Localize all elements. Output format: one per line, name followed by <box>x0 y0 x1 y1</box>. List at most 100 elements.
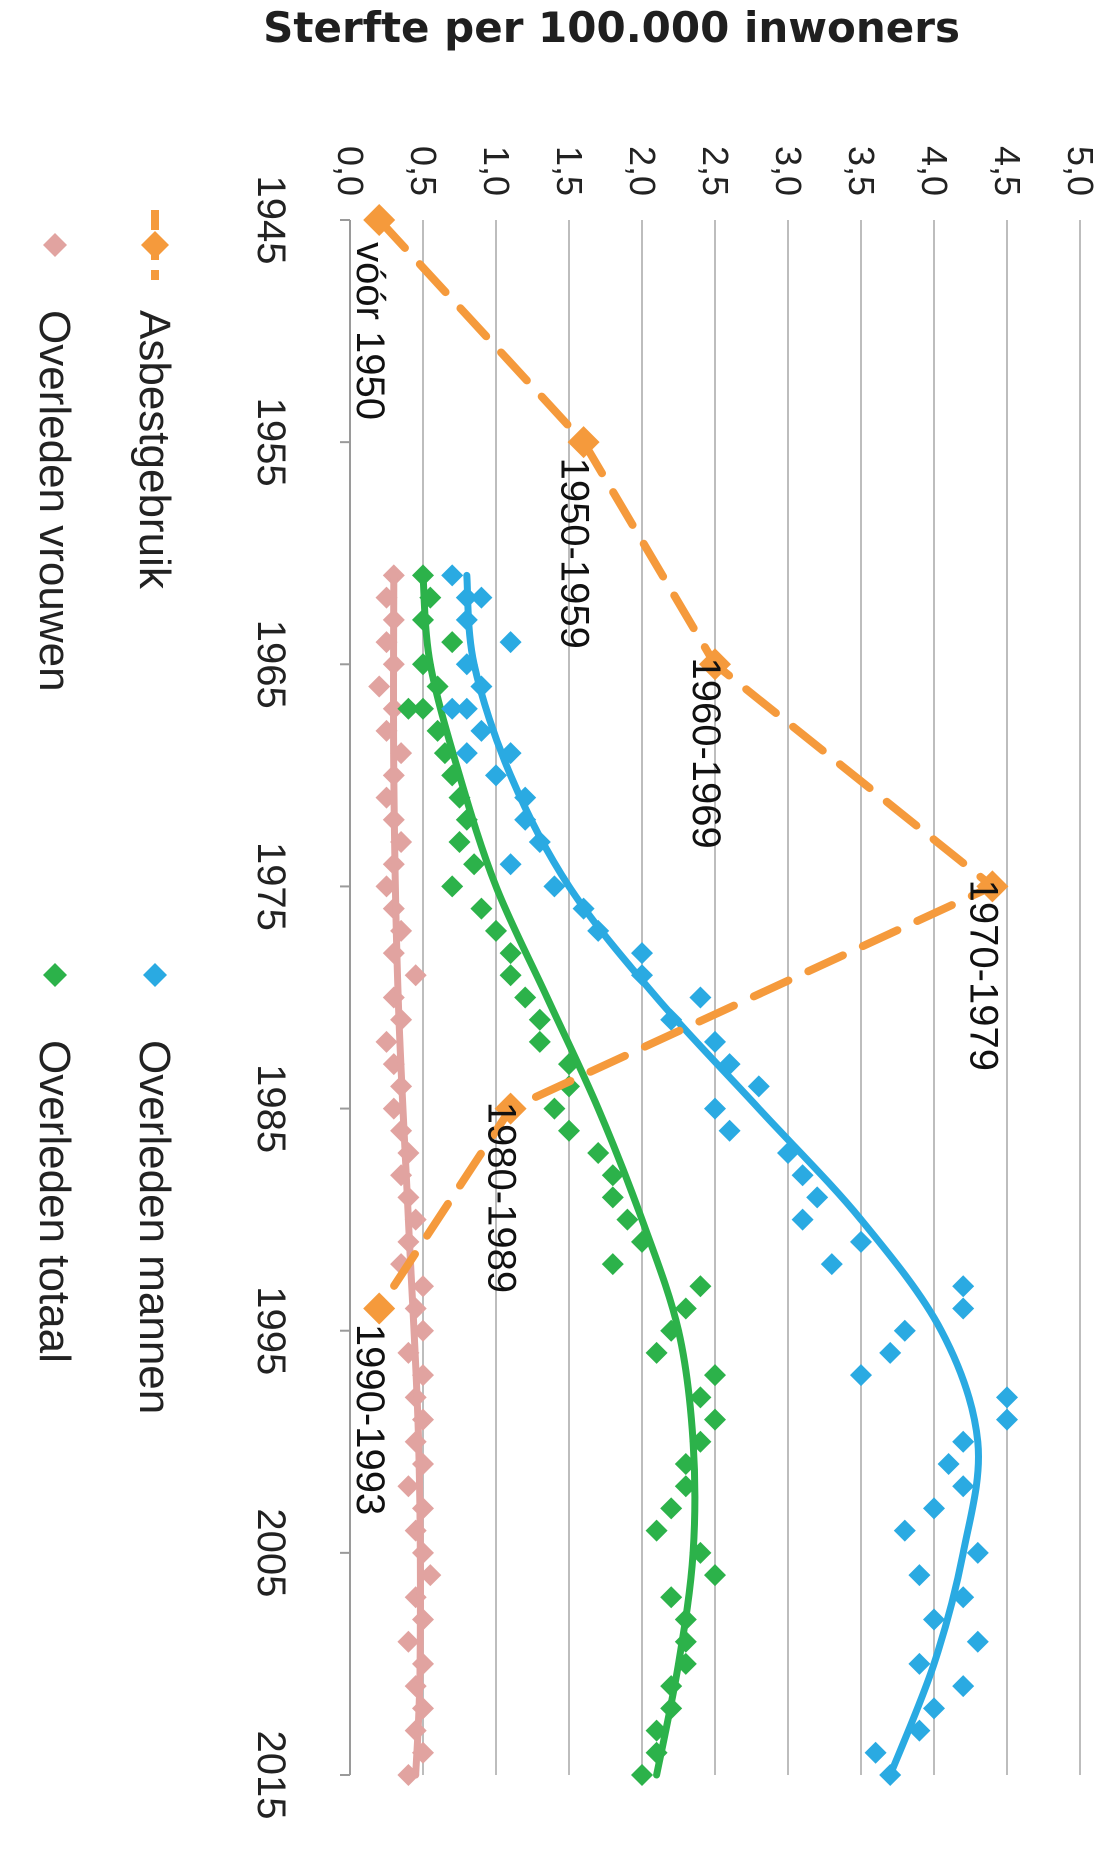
data-point <box>397 1475 420 1498</box>
series-overleden-totaal <box>397 564 726 1786</box>
year-tick-label: 2005 <box>249 1508 293 1597</box>
data-point <box>791 1208 814 1231</box>
data-point <box>419 1564 442 1587</box>
data-point <box>747 1075 770 1098</box>
data-point <box>404 964 427 987</box>
value-tick-label: 3,0 <box>768 146 809 196</box>
data-point <box>952 1430 975 1453</box>
data-point <box>363 204 396 236</box>
data-point <box>937 1453 960 1475</box>
data-point <box>976 870 1009 903</box>
value-tick-label: 1,5 <box>549 146 590 196</box>
year-tick-label: 1995 <box>249 1286 293 1375</box>
data-point <box>412 697 434 720</box>
legend-label: Overleden mannen <box>130 1040 179 1414</box>
data-point <box>893 1519 916 1542</box>
data-point <box>674 1297 697 1320</box>
data-point <box>850 1364 872 1387</box>
legend-label: Overleden totaal <box>30 1040 79 1363</box>
data-point <box>543 875 566 898</box>
value-tick-label: 3,5 <box>841 146 882 196</box>
year-tick-label: 1965 <box>249 620 293 709</box>
data-point <box>718 1119 741 1142</box>
data-point <box>996 1386 1018 1409</box>
data-point <box>397 697 420 720</box>
data-point <box>470 897 493 920</box>
data-point <box>499 964 522 987</box>
data-point <box>966 1541 989 1564</box>
data-point <box>704 1408 726 1431</box>
data-point <box>528 1008 551 1031</box>
period-label: 1980-1989 <box>480 1102 524 1293</box>
value-tick-label: 4,0 <box>914 146 955 196</box>
value-tick-label: 2,0 <box>622 146 663 196</box>
data-point <box>514 986 537 1009</box>
data-point <box>645 1519 668 1542</box>
year-tick-label: 1945 <box>249 176 293 265</box>
data-point <box>470 586 493 609</box>
data-point <box>463 853 486 876</box>
period-label: 1950-1959 <box>553 458 597 649</box>
data-point <box>601 1164 624 1187</box>
data-point <box>893 1319 916 1342</box>
data-point <box>704 1564 726 1587</box>
data-point <box>704 1364 726 1387</box>
series-asbestgebruik: vóór 1950 1950-1959 1960-1969 1970-1979 1980… <box>348 204 1009 1515</box>
legend-label: Asbestgebruik <box>130 310 179 590</box>
series-overleden-mannen <box>441 564 1018 1786</box>
series-line <box>375 216 1000 1313</box>
data-point <box>441 564 464 587</box>
data-point <box>368 675 391 698</box>
plot-area: 0,0 0,5 1,0 1,5 2,0 2,5 3,0 3,5 4,0 4,5 5,0 1945 195… <box>30 146 1101 1820</box>
data-point <box>528 1030 551 1053</box>
data-point <box>363 1292 396 1325</box>
data-point <box>908 1652 931 1675</box>
data-point <box>660 1497 683 1520</box>
data-point <box>455 697 478 720</box>
value-tick-label: 2,5 <box>695 146 736 196</box>
data-point <box>494 1092 527 1125</box>
data-point <box>923 1497 945 1520</box>
data-point <box>631 942 653 965</box>
data-point <box>412 1275 434 1298</box>
year-tick-label: 1975 <box>249 842 293 931</box>
data-point <box>543 1097 566 1120</box>
data-point <box>441 631 464 654</box>
series-overleden-vrouwen <box>368 564 442 1786</box>
data-point <box>689 1275 712 1298</box>
legend-swatch <box>43 233 67 257</box>
data-point <box>499 853 522 876</box>
data-point <box>952 1475 975 1498</box>
legend-swatch <box>141 231 169 259</box>
chart-title: Sterfte per 100.000 inwoners <box>263 3 960 52</box>
value-tick-label: 5,0 <box>1060 146 1101 196</box>
data-point <box>441 875 464 898</box>
data-point <box>952 1675 975 1698</box>
data-point <box>601 1253 624 1276</box>
value-tick-label: 4,5 <box>987 146 1028 196</box>
data-point <box>499 631 522 654</box>
data-point <box>806 1186 829 1209</box>
data-point <box>485 919 507 942</box>
data-point <box>879 1341 902 1364</box>
data-point <box>820 1253 843 1276</box>
legend-swatch <box>43 963 67 987</box>
period-label: 1960-1969 <box>684 657 728 848</box>
value-tick-label: 0,5 <box>403 146 444 196</box>
data-point <box>645 1341 668 1364</box>
value-tick-label: 1,0 <box>476 146 517 196</box>
data-point <box>952 1275 975 1298</box>
data-point <box>558 1119 580 1142</box>
data-point <box>908 1564 931 1587</box>
trend-line <box>463 571 982 1779</box>
legend-label: Overleden vrouwen <box>30 310 79 692</box>
data-point <box>923 1697 945 1720</box>
data-point <box>699 648 731 681</box>
legend: Asbestgebruik Overleden mannen Overleden v… <box>30 210 179 1414</box>
data-point <box>864 1741 887 1764</box>
data-point <box>952 1297 975 1320</box>
data-point <box>441 697 464 720</box>
trend-line <box>419 571 699 1779</box>
period-label: vóór 1950 <box>348 242 392 420</box>
